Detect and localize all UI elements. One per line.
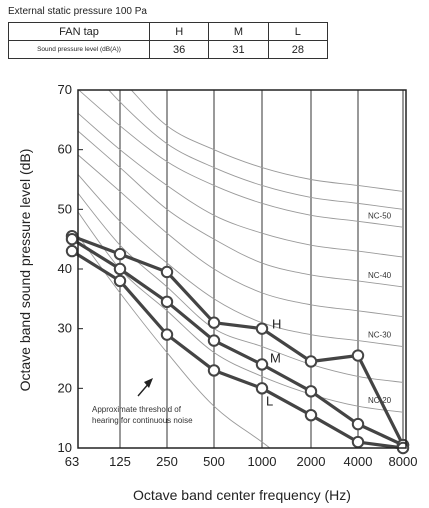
point-h-2000 [304,355,318,368]
level-m: 31 [208,40,269,59]
nc-curve-nc-50 [78,90,404,228]
annotation-arrowhead [144,378,153,388]
point-h-500 [207,316,221,329]
y-tick-40: 40 [58,261,72,276]
point-m-500 [207,334,221,347]
point-m-2000 [304,385,318,398]
nc-label-nc-30: NC-30 [368,331,392,340]
y-tick-30: 30 [58,321,72,336]
point-h-4000 [351,349,365,362]
point-m-125 [113,262,127,276]
x-tick-4000: 4000 [344,454,373,469]
y-tick-20: 20 [58,380,72,395]
nc-label-nc-50: NC-50 [368,211,392,220]
series-label-h: H [272,317,281,332]
point-l-1000 [255,382,269,395]
nc-curve-extra-4 [78,192,404,383]
point-l-2000 [304,408,318,422]
nc-label-nc-20: NC-20 [368,396,392,405]
sound-level-row: Sound pressure level (dB(A)) 36 31 28 [8,40,329,59]
x-tick-2000: 2000 [297,454,326,469]
nc-curve-nc-40 [78,130,404,288]
series-line-h [71,234,405,446]
y-tick-70: 70 [58,82,72,97]
nc-curve-extra-3 [78,154,404,318]
point-m-63 [65,232,79,246]
y-tick-10: 10 [58,440,72,455]
point-l-63 [65,244,79,258]
point-l-250 [160,328,174,341]
series [65,229,410,455]
y-tick-50: 50 [58,201,72,216]
x-tick-500: 500 [203,454,225,469]
static-pressure-caption: External static pressure 100 Pa [8,6,147,17]
y-axis-title: Octave band sound pressure level (dB) [17,149,33,392]
x-tick-250: 250 [156,454,178,469]
plot-frame [77,89,407,449]
threshold-note-line-2: hearing for continuous noise [92,416,193,425]
nc-curve-nc-30 [78,173,404,348]
series-label-m: M [270,350,281,365]
point-m-1000 [255,358,269,371]
x-tick-1000: 1000 [248,454,277,469]
series-label-l: L [266,393,273,408]
nc-label-nc-40: NC-40 [368,271,392,280]
nc-curve-extra-2 [78,112,404,258]
level-l: 28 [267,40,329,59]
point-h-1000 [255,322,269,335]
x-axis-title: Octave band center frequency (Hz) [133,487,351,503]
nc-curves [78,90,404,448]
series-line-l [71,249,404,450]
point-m-250 [160,295,174,309]
series-line-m [71,237,404,447]
level-h: 36 [148,40,210,59]
grid [78,89,404,449]
point-l-4000 [351,435,365,449]
point-l-125 [113,274,127,288]
fan-tap-table: FAN tap H M L Sound pressure level (dB(A… [8,22,329,59]
point-l-500 [207,364,221,377]
point-h-125 [113,247,127,261]
point-m-4000 [351,417,365,431]
nc-curve-extra-1 [108,90,404,210]
point-h-250 [160,265,174,279]
x-tick-63: 63 [65,454,79,469]
chart-text: 10 20 30 40 50 60 70 63 125 250 500 1000 2000 4000 800… [58,82,418,469]
threshold-curve [78,234,271,448]
threshold-note-line-1: Approximate threshold of [92,405,182,414]
x-tick-8000: 8000 [389,454,418,469]
nc-curve-extra-0 [130,90,404,192]
sound-level-label: Sound pressure level (dB(A)) [8,40,150,59]
x-tick-125: 125 [109,454,131,469]
y-tick-60: 60 [58,142,72,157]
